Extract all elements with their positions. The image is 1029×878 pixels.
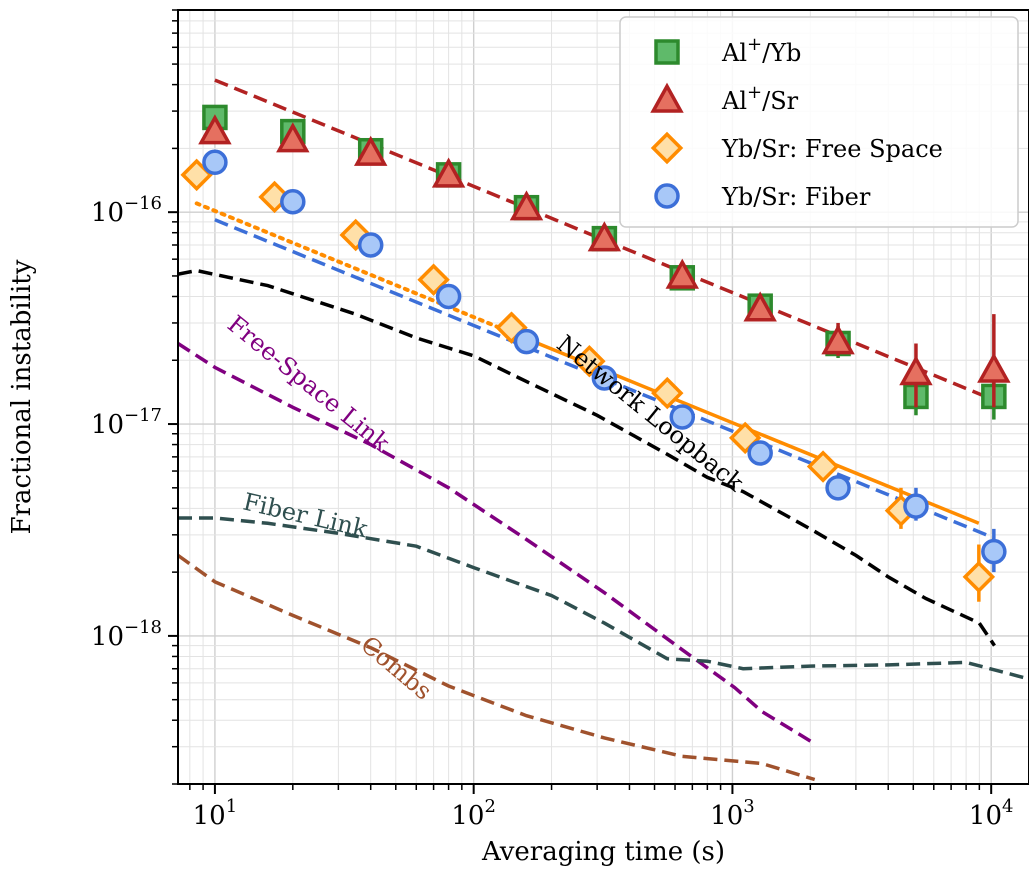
data-point	[591, 365, 618, 391]
data-point	[587, 221, 622, 252]
data-point	[513, 328, 540, 355]
data-point	[202, 149, 228, 176]
data-point	[825, 475, 851, 501]
legend-label: Al+/Sr	[721, 82, 799, 115]
x-tick-label: 102	[451, 796, 496, 831]
data-point	[435, 283, 462, 310]
data-point	[431, 157, 466, 188]
network-loopback-label: Network Loopback	[551, 330, 749, 498]
series-yb-sr-fiber	[202, 149, 1007, 573]
data-point	[962, 560, 996, 594]
data-point	[276, 122, 310, 153]
data-point	[899, 355, 933, 386]
legend-marker-diamond	[650, 131, 684, 165]
combs-label: Combs	[355, 631, 437, 706]
data-point	[981, 538, 1007, 565]
legend-marker-circle	[654, 183, 680, 209]
legend-box	[619, 16, 1019, 228]
network-loopback-curve	[178, 268, 996, 647]
legend-marker-square	[654, 39, 680, 65]
legend-label: Yb/Sr: Fiber	[721, 183, 871, 211]
data-point	[977, 352, 1011, 383]
legend-label: Al+/Yb	[721, 34, 801, 67]
series-al-sr	[198, 114, 1011, 408]
data-point	[806, 450, 840, 483]
y-tick-label: 10−18	[91, 617, 162, 652]
x-tick-label: 103	[710, 796, 755, 831]
x-tick-label: 101	[193, 796, 238, 831]
data-point	[903, 493, 929, 519]
x-tick-label: 104	[969, 796, 1014, 831]
combs-curve	[178, 553, 816, 782]
data-point	[573, 344, 606, 378]
y-tick-label: 10−16	[91, 193, 162, 228]
fiber-link-curve	[178, 516, 1029, 681]
y-tick-label: 10−17	[91, 405, 162, 440]
y-axis-label: Fractional instability	[7, 259, 37, 534]
data-point	[357, 232, 384, 258]
data-point	[417, 263, 450, 296]
data-point	[198, 114, 232, 145]
data-point	[280, 188, 306, 215]
free-space-link-curve	[178, 342, 816, 746]
plot-frame	[177, 9, 1029, 785]
legend-label: Yb/Sr: Free Space	[721, 135, 943, 163]
fit-line-yb-sr-free-space-fit-dotted-	[194, 201, 514, 335]
data-point	[821, 324, 855, 355]
data-point	[669, 404, 696, 430]
data-point	[665, 258, 700, 289]
data-point	[651, 376, 684, 410]
free-space-link-label: Free-Space Link	[222, 310, 395, 458]
data-point	[509, 190, 544, 221]
data-point	[743, 291, 777, 322]
data-point	[747, 440, 773, 466]
data-point	[353, 135, 388, 166]
legend-marker-triangle	[650, 82, 684, 113]
x-axis-label: Averaging time (s)	[481, 837, 725, 867]
